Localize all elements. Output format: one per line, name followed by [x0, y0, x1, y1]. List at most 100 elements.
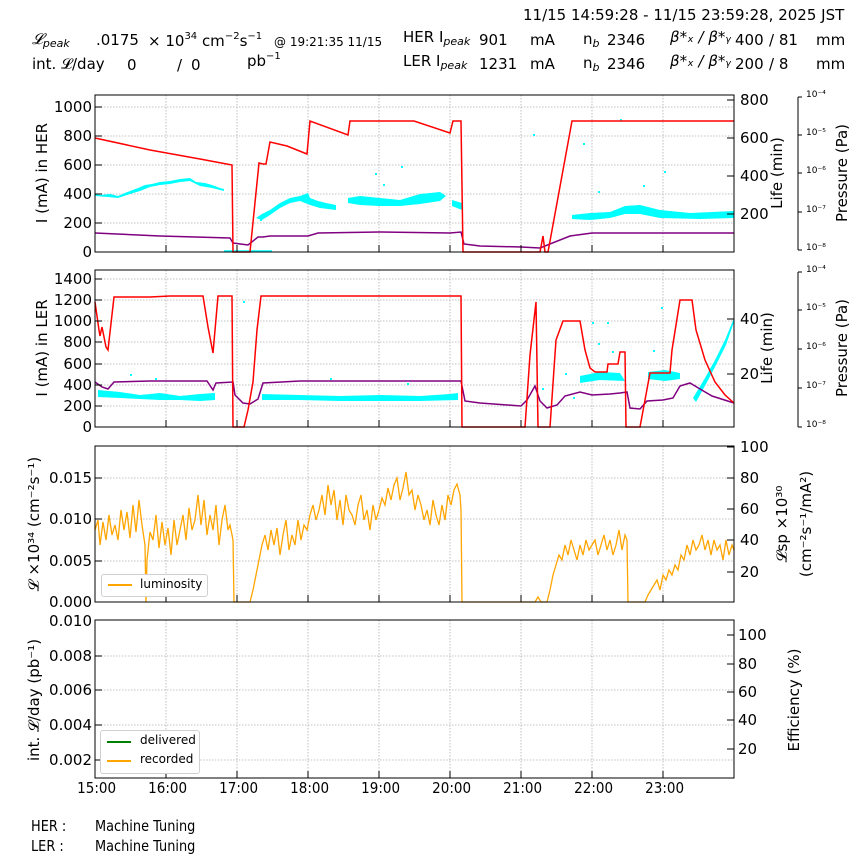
p3-ylabel: 𝓛 ×10³⁴ (cm⁻²s⁻¹): [25, 456, 43, 592]
pressure-axis: [797, 271, 802, 428]
p2-y3label: Pressure (Pa): [833, 298, 851, 398]
p4-y2tick: 20: [738, 740, 758, 758]
ler-lifetime-outliers: [130, 301, 663, 399]
p2-ytick: 200: [63, 397, 92, 415]
grid: [95, 95, 734, 252]
her-beta-unit: mm: [816, 31, 846, 49]
panel-frame: [94, 269, 735, 428]
p1-pressure-tick: 10⁻⁴: [806, 90, 826, 100]
panel-frame: [94, 94, 735, 253]
xtick: 17:00: [219, 779, 259, 797]
p4-y2tick: 80: [738, 655, 758, 673]
ler-beta-y: / 8: [769, 55, 789, 73]
p3-y2tick: 20: [740, 563, 760, 581]
p2-pressure-tick: 10⁻⁶: [806, 342, 826, 352]
int-lumi-delivered: 0: [127, 56, 137, 74]
her-current-unit: mA: [530, 31, 555, 49]
lumi-peak-value: .0175: [96, 31, 139, 49]
p1-pressure-tick: 10⁻⁷: [806, 205, 826, 215]
her-pressure-line: [94, 231, 734, 249]
p1-y2tick: 400: [740, 167, 769, 185]
p1-pressure-tick: 10⁻⁶: [806, 166, 826, 176]
p1-ytick: 1000: [53, 98, 92, 116]
ler-status-value: Machine Tuning: [95, 837, 196, 855]
lumi-peak-time: @ 19:21:35 11/15: [274, 35, 383, 49]
p4-ytick: 0.010: [49, 612, 92, 630]
ler-lifetime-scatter: [98, 318, 734, 402]
p2-ytick: 1000: [53, 312, 92, 330]
p1-y2label: Life (min): [768, 137, 786, 209]
ler-peak-label: LER Ipeak: [403, 52, 467, 72]
her-status-value: Machine Tuning: [95, 817, 196, 835]
p2-ytick: 0: [82, 418, 92, 436]
int-lumi-unit: pb−1: [247, 51, 281, 70]
p1-ylabel: I (mA) in HER: [33, 122, 51, 224]
luminosity-legend: luminosity: [101, 574, 208, 597]
p4-y2tick: 100: [738, 626, 767, 644]
panel-integrated: [94, 619, 735, 779]
p4-y2label: Efficiency (%): [785, 648, 803, 752]
ler-beta-unit: mm: [816, 55, 846, 73]
integrated-legend: delivered recorded: [100, 730, 200, 774]
p1-y2tick: 600: [740, 129, 769, 147]
p3-y2label-line2: (cm⁻²s⁻¹/mA²): [797, 470, 815, 578]
her-beta-y: / 81: [769, 31, 798, 49]
int-lumi-label: int. 𝓛/day: [32, 55, 105, 73]
lumi-peak-sub: peak: [42, 37, 70, 50]
p3-ytick: 0.015: [49, 469, 92, 487]
xtick: 18:00: [290, 779, 330, 797]
p1-ytick: 800: [63, 127, 92, 145]
p3-ytick: 0.000: [49, 593, 92, 611]
p2-ytick: 800: [63, 333, 92, 351]
p1-ytick: 400: [63, 185, 92, 203]
panel-ler: [94, 269, 802, 428]
p4-ytick: 0.002: [49, 751, 92, 769]
luminosity-swatch: [108, 584, 132, 586]
ler-sub: peak: [440, 59, 468, 72]
p4-ytick: 0.006: [49, 681, 92, 699]
p3-y2label-line1: 𝓛sp ×10³⁰: [773, 485, 791, 563]
panel-frame: [94, 445, 735, 603]
p2-y2tick: 40: [740, 310, 760, 328]
p2-y2tick: 20: [740, 365, 760, 383]
unit-pb-exp: −1: [266, 51, 281, 62]
p1-y2tick: 800: [740, 91, 769, 109]
her-label: HER I: [403, 28, 444, 46]
xtick: 15:00: [77, 779, 117, 797]
delivered-legend-label: delivered: [140, 733, 196, 747]
her-lifetime-outliers: [260, 119, 666, 221]
her-beta-label: β*ₓ / β*ᵧ: [670, 28, 731, 46]
p2-pressure-tick: 10⁻⁵: [806, 303, 826, 313]
ticks: [95, 634, 734, 778]
her-sub: peak: [443, 35, 471, 48]
her-status-label: HER :: [31, 817, 67, 835]
xtick: 16:00: [148, 779, 188, 797]
p1-pressure-tick: 10⁻⁵: [806, 128, 826, 138]
p1-pressure-tick: 10⁻⁸: [806, 243, 826, 253]
recorded-legend-label: recorded: [140, 752, 194, 766]
delivered-swatch: [107, 741, 131, 743]
p3-y2tick: 80: [740, 469, 760, 487]
ler-label: LER I: [403, 52, 441, 70]
p2-ytick: 1400: [53, 270, 92, 288]
time-range: 11/15 14:59:28 - 11/15 23:59:28, 2025 JS…: [523, 6, 845, 24]
lumi-symbol: 𝓛: [32, 30, 43, 48]
p1-y3label: Pressure (Pa): [833, 123, 851, 223]
her-peak-label: HER Ipeak: [403, 28, 470, 48]
unit-s: s: [239, 32, 248, 50]
ler-nb-label: nb: [583, 54, 600, 74]
unit-pb: pb: [247, 52, 267, 70]
ler-beta-x: 200: [735, 55, 764, 73]
xtick: 19:00: [361, 779, 401, 797]
p3-ytick: 0.010: [49, 510, 92, 528]
ticks: [95, 99, 734, 252]
p3-y2tick: 100: [740, 438, 769, 456]
xtick: 20:00: [432, 779, 472, 797]
recorded-swatch: [107, 760, 131, 762]
ler-current-unit: mA: [530, 55, 555, 73]
panel-frame: [94, 619, 735, 779]
p1-y2tick: 200: [740, 205, 769, 223]
grid: [95, 620, 734, 778]
ler-pressure-line: [94, 380, 735, 410]
